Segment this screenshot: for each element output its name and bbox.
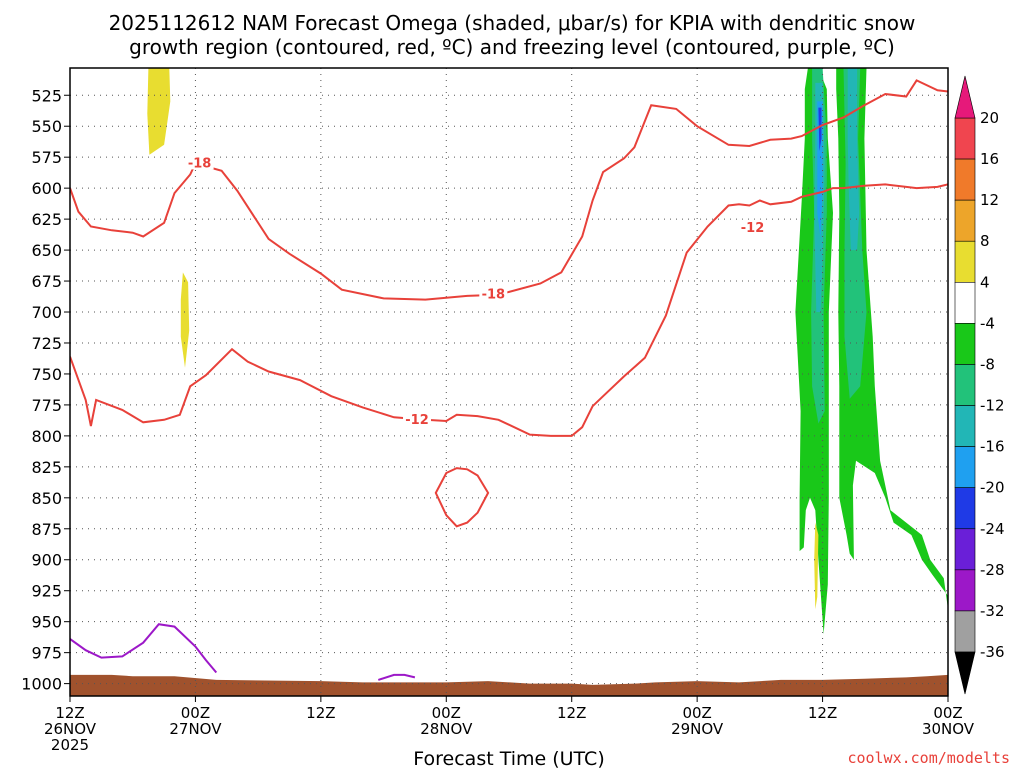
- colorbar-bin-1: [954, 117, 976, 160]
- y-tick-label-575: 575: [31, 148, 62, 167]
- colorbar-label-4: 8: [980, 232, 990, 250]
- contour-label-1: -18: [188, 156, 212, 171]
- colorbar-bin-5: [954, 282, 976, 324]
- colorbar-bin-8: [954, 405, 976, 447]
- colorbar-label-12: -28: [980, 561, 1005, 579]
- colorbar-label-10: -20: [980, 479, 1005, 497]
- y-tick-label-850: 850: [31, 489, 62, 508]
- contour-label-4: -12: [741, 221, 765, 236]
- y-tick-label-875: 875: [31, 520, 62, 539]
- contour-label-bg-2: [479, 286, 508, 301]
- y-tick-label-700: 700: [31, 303, 62, 322]
- x-tick-label-7-1: 00Z: [933, 704, 962, 722]
- colorbar-bin-2: [954, 158, 976, 201]
- y-tick-label-650: 650: [31, 241, 62, 260]
- colorbar-bin-6: [954, 323, 976, 365]
- colorbar-label-5: 4: [980, 273, 990, 291]
- y-tick-label-975: 975: [31, 644, 62, 663]
- colorbar-label-14: -36: [980, 643, 1005, 661]
- y-tick-label-675: 675: [31, 272, 62, 291]
- y-tick-label-525: 525: [31, 86, 62, 105]
- chart-title-line2: growth region (contoured, red, ºC) and f…: [129, 35, 895, 59]
- contour-label-2: -18: [482, 288, 506, 303]
- colorbar-bin-12: [954, 569, 976, 612]
- colorbar-label-2: 16: [980, 150, 999, 168]
- omega-pos-region-1: [147, 68, 171, 155]
- credit-text: coolwx.com/modelts: [847, 749, 1010, 767]
- contour-labels: -18 -18 -12 -12: [185, 155, 767, 428]
- colorbar-bottom-arrow: [954, 651, 976, 695]
- y-tick-label-600: 600: [31, 179, 62, 198]
- plot-frame: [69, 67, 949, 697]
- y-tick-label-925: 925: [31, 582, 62, 601]
- x-tick-label-1-1: 00Z: [181, 704, 210, 722]
- contour-lines: [70, 79, 948, 681]
- x-tick-label-2-1: 12Z: [306, 704, 335, 722]
- colorbar-label-11: -24: [980, 520, 1005, 538]
- y-tick-label-900: 900: [31, 551, 62, 570]
- x-tick-label-1-2: 27NOV: [169, 720, 222, 738]
- colorbar-bin-3: [954, 199, 976, 242]
- omega-pos-region-3: [814, 522, 819, 610]
- y-axis-ticks: 525 550 575 600 625 650 675 700 725 750 775 800 825 8…: [21, 86, 70, 694]
- y-tick-label-775: 775: [31, 396, 62, 415]
- colorbar: 20 16 12 8 4 -4 -8 -12 -16 -20 -24 -28 -32 -36: [954, 75, 1005, 695]
- dgz-upper-contour: [70, 79, 948, 301]
- x-tick-label-3-1: 00Z: [432, 704, 461, 722]
- terrain-fill: [70, 674, 948, 696]
- colorbar-top-arrow: [954, 75, 976, 119]
- x-tick-label-5-1: 00Z: [682, 704, 711, 722]
- omega-neg-broad-2: [836, 68, 948, 610]
- dgz-closed-contour: [434, 467, 490, 528]
- colorbar-bin-13: [954, 610, 976, 653]
- y-tick-label-800: 800: [31, 427, 62, 446]
- y-tick-label-750: 750: [31, 365, 62, 384]
- y-tick-label-625: 625: [31, 210, 62, 229]
- omega-pos-region-2: [180, 272, 190, 368]
- contour-label-bg-1: [185, 155, 214, 170]
- freezing-level-contour-2: [377, 673, 416, 681]
- x-tick-label-4-1: 12Z: [557, 704, 586, 722]
- contour-label-bg-4: [738, 219, 767, 234]
- y-tick-label-550: 550: [31, 117, 62, 136]
- chart-title-line1: 2025112612 NAM Forecast Omega (shaded, μ…: [109, 11, 916, 35]
- x-axis-label: Forecast Time (UTC): [413, 748, 604, 768]
- x-tick-label-7-2: 30NOV: [922, 720, 975, 738]
- freezing-level-contour-1: [70, 623, 218, 674]
- grid-lines: [70, 68, 948, 696]
- y-tick-label-1000: 1000: [21, 675, 62, 694]
- contour-label-3: -12: [405, 413, 429, 428]
- contour-label-bg-3: [403, 411, 432, 426]
- y-tick-label-950: 950: [31, 613, 62, 632]
- colorbar-bin-7: [954, 364, 976, 406]
- colorbar-label-3: 12: [980, 191, 999, 209]
- colorbar-label-13: -32: [980, 602, 1005, 620]
- colorbar-label-7: -8: [980, 355, 995, 373]
- colorbar-bin-9: [954, 446, 976, 488]
- y-tick-label-825: 825: [31, 458, 62, 477]
- x-tick-label-5-2: 29NOV: [671, 720, 724, 738]
- x-tick-label-6-1: 12Z: [808, 704, 837, 722]
- colorbar-bin-11: [954, 528, 976, 571]
- colorbar-bin-10: [954, 487, 976, 530]
- y-tick-label-725: 725: [31, 334, 62, 353]
- dgz-lower-contour: [70, 183, 948, 437]
- colorbar-label-9: -16: [980, 438, 1005, 456]
- colorbar-bin-4: [954, 240, 976, 283]
- colorbar-label-6: -4: [980, 314, 995, 332]
- omega-shading: [147, 68, 948, 635]
- x-tick-label-0-1: 12Z: [55, 704, 84, 722]
- x-tick-label-0-3: 2025: [51, 736, 89, 754]
- omega-neg-inner-2: [818, 107, 822, 151]
- colorbar-label-8: -12: [980, 397, 1005, 415]
- colorbar-label-1: 20: [980, 109, 999, 127]
- terrain-layer: [70, 674, 948, 696]
- x-tick-label-0-2: 26NOV: [44, 720, 97, 738]
- x-tick-label-3-2: 28NOV: [420, 720, 473, 738]
